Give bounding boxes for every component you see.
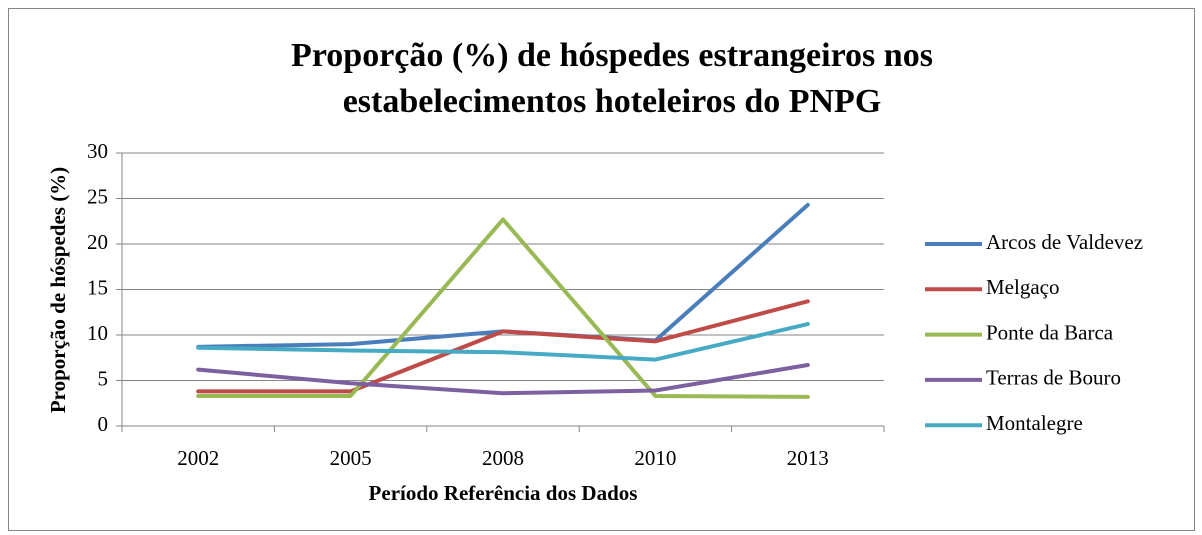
- series-line: [196, 299, 810, 394]
- legend-label: Montalegre: [986, 411, 1083, 435]
- y-axis-title: Proporção de hóspedes (%): [46, 167, 70, 413]
- y-tick-label: 5: [98, 366, 109, 390]
- chart-title: estabelecimentos hoteleiros do PNPG: [343, 83, 882, 120]
- y-tick-label: 20: [87, 230, 108, 254]
- x-tick-label: 2002: [177, 446, 219, 470]
- y-tick-label: 15: [87, 275, 108, 299]
- legend-label: Terras de Bouro: [986, 366, 1121, 390]
- y-tick-label: 10: [87, 321, 108, 345]
- y-tick-label: 25: [87, 184, 108, 208]
- chart-border: [8, 8, 1195, 531]
- series-line: [196, 217, 810, 399]
- x-axis-title: Período Referência dos Dados: [369, 481, 638, 505]
- x-tick-label: 2008: [482, 446, 524, 470]
- y-tick-label: 0: [98, 412, 109, 436]
- x-tick-label: 2005: [330, 446, 372, 470]
- legend-label: Arcos de Valdevez: [986, 230, 1143, 254]
- x-tick-label: 2013: [787, 446, 829, 470]
- chart-title: Proporção (%) de hóspedes estrangeiros n…: [291, 37, 933, 74]
- series-line: [196, 363, 810, 396]
- legend-label: Ponte da Barca: [986, 320, 1114, 344]
- x-tick-label: 2010: [634, 446, 676, 470]
- legend-label: Melgaço: [986, 275, 1059, 299]
- y-tick-label: 30: [87, 139, 108, 163]
- series-line: [196, 322, 810, 362]
